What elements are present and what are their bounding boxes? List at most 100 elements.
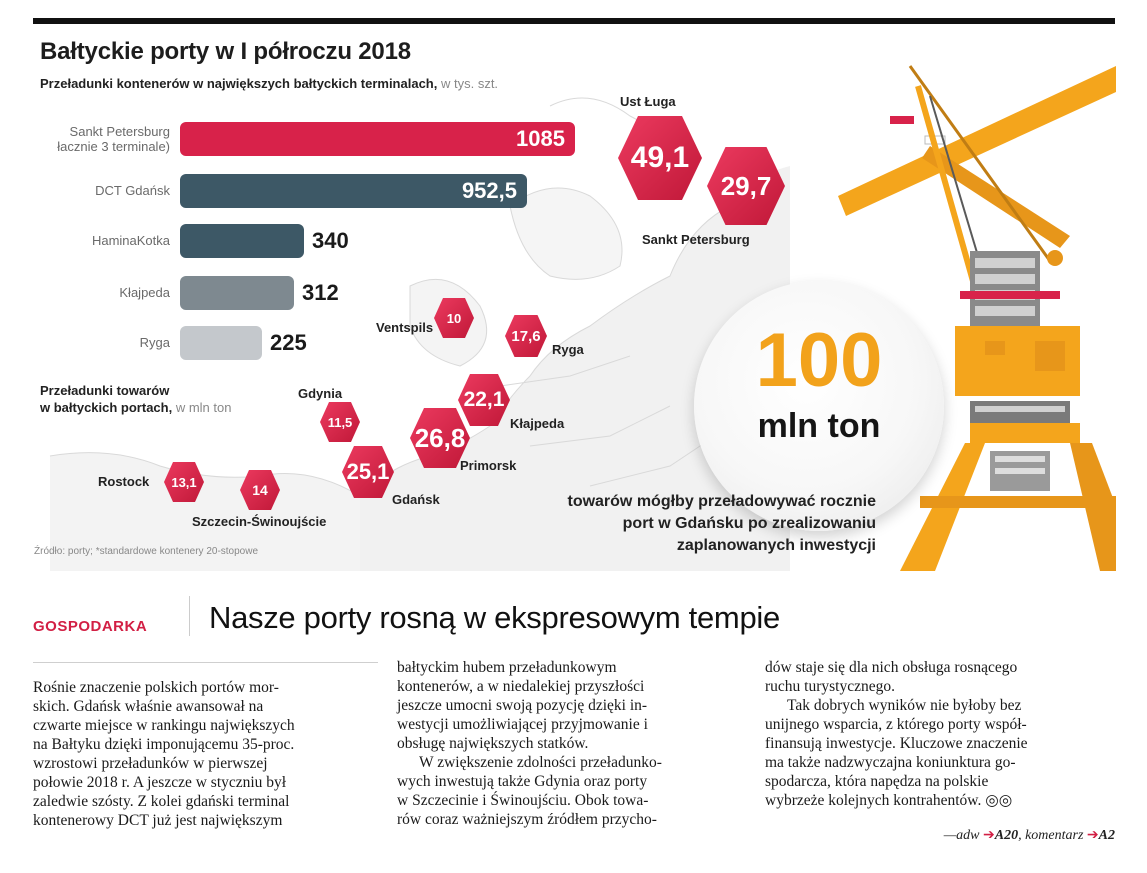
signature-comment: , komentarz: [1018, 828, 1084, 843]
bar-category-label: Sankt Petersburg łacznie 3 terminale): [30, 124, 170, 154]
bar-label-line: Kłajpeda: [119, 285, 170, 300]
bar: [180, 276, 294, 310]
signature-author: —adw: [943, 828, 980, 843]
port-hexagon: 13,1: [162, 460, 206, 504]
infographic-title: Bałtyckie porty w I półroczu 2018: [40, 38, 411, 65]
cargo-section-title: Przeładunki towarów w bałtyckich portach…: [40, 382, 231, 416]
text-line: połowie 2018 r. A jeszcze w styczniu był: [33, 774, 287, 791]
text-line: ma także nadzwyczajna koniunktura go-: [765, 754, 1016, 771]
text-line: na Bałtyku dzięki imponującemu 35-proc.: [33, 736, 295, 753]
port-name: Primorsk: [460, 458, 517, 473]
port-name: Rostock: [98, 474, 150, 489]
hexagon-shape: [707, 147, 785, 225]
bar-category-label: HaminaKotka: [30, 233, 170, 248]
subtitle-unit: w tys. szt.: [440, 76, 499, 91]
source-note: Źródło: porty; *standardowe kontenery 20…: [34, 546, 259, 557]
text-line: wych inwestują także Gdynia oraz porty: [397, 773, 648, 790]
port-value: 29,7: [720, 170, 772, 201]
comment-ref-link[interactable]: A2: [1098, 828, 1115, 843]
column-rule: [33, 662, 378, 663]
bar-label-line: Ryga: [139, 335, 170, 350]
bar: [180, 326, 262, 360]
caption-line: zaplanowanych inwestycji: [676, 537, 876, 554]
text-line: dów staje się dla nich obsługa rosnącego: [765, 659, 1018, 676]
article-column-3: dów staje się dla nich obsługa rosnącego…: [765, 658, 1115, 810]
port-hexagon: 49,1: [616, 114, 704, 202]
text-line: spodarcza, która napędza na polskie: [765, 773, 989, 790]
article-headline: Nasze porty rosną w ekspresowym tempie: [209, 600, 780, 635]
text-line: Rośnie znaczenie polskich portów mor-: [33, 679, 279, 696]
text-line: w Szczecinie i Świnoujściu. Obok towa-: [397, 792, 649, 809]
port-hexagon: 11,5: [318, 400, 362, 444]
port-value: 26,8: [414, 422, 466, 453]
cargo-title-line1: Przeładunki towarów: [40, 383, 170, 398]
caption-line: towarów mógłby przeładowywać rocznie: [567, 493, 876, 510]
hexagon-shape: [410, 408, 470, 468]
text-line: skich. Gdańsk właśnie awansował na: [33, 698, 264, 715]
port-name: Ust Ługa: [620, 94, 676, 109]
highlight-caption: towarów mógłby przeładowywać rocznie por…: [476, 491, 876, 557]
text-line: zaledwie szósty. Z kolei gdański termina…: [33, 793, 290, 810]
port-name: Gdańsk: [392, 492, 440, 507]
port-value: 10: [446, 310, 462, 326]
section-tag[interactable]: GOSPODARKA: [33, 618, 148, 635]
cargo-title-line2: w bałtyckich portach,: [40, 400, 173, 415]
hexagon-shape: [505, 315, 547, 357]
text-line: bałtyckim hubem przeładunkowym: [397, 659, 617, 676]
hexagon-shape: [618, 116, 702, 200]
text-line: czwarte miejsce w rankingu największych: [33, 717, 295, 734]
port-name: Sankt Petersburg: [642, 232, 750, 247]
bar-label-line: HaminaKotka: [91, 233, 170, 248]
port-hexagon: 22,1: [456, 372, 512, 428]
text-line: wybrzeże kolejnych kontrahentów. ◎◎: [765, 792, 1013, 809]
bar-value-label: 312: [302, 280, 339, 305]
arrow-icon: ➔: [1086, 828, 1099, 843]
text-line: obsługę największych statków.: [397, 735, 589, 752]
bar-value-label: 340: [312, 228, 349, 253]
hexagon-shape: [240, 470, 280, 510]
text-line: wzrostowi przeładunków w pierwszej: [33, 755, 268, 772]
text-line: Tak dobrych wyników nie byłoby bez: [787, 697, 1022, 714]
port-value: 17,6: [511, 327, 541, 345]
bar-label-line: Sankt Petersburg: [69, 124, 170, 139]
page-ref-link[interactable]: A20: [994, 828, 1019, 843]
caption-line: port w Gdańsku po zrealizowaniu: [622, 515, 876, 532]
bar-value-label: 1085: [516, 126, 565, 151]
infographic-subtitle: Przeładunki kontenerów w największych ba…: [40, 76, 498, 91]
port-hexagon: 26,8: [408, 406, 472, 470]
port-name: Kłajpeda: [510, 416, 565, 431]
port-hexagon: 14: [238, 468, 282, 512]
port-name: Ventspils: [376, 320, 434, 335]
text-line: rów coraz ważniejszym źródłem przycho-: [397, 811, 657, 828]
highlight-unit: mln ton: [757, 407, 881, 445]
header-divider: [189, 596, 190, 636]
hexagon-shape: [434, 298, 474, 338]
article-column-1: Rośnie znaczenie polskich portów mor- sk…: [33, 678, 378, 830]
bar-label-line: DCT Gdańsk: [95, 183, 170, 198]
port-value: 22,1: [463, 388, 505, 411]
port-name: Ryga: [552, 342, 584, 357]
hexagon-shape: [342, 446, 394, 498]
port-value: 13,1: [171, 474, 197, 490]
arrow-icon: ➔: [983, 828, 995, 843]
bar: [180, 224, 304, 258]
bar: 952,5: [180, 174, 527, 208]
bar-category-label: Kłajpeda: [30, 285, 170, 300]
bar-label-line: łacznie 3 terminale): [57, 139, 170, 154]
infographic: Bałtyckie porty w I półroczu 2018 Przeła…: [30, 26, 1116, 571]
hexagon-shape: [458, 374, 510, 426]
port-hexagon: 10: [432, 296, 476, 340]
hexagon-shape: [320, 402, 360, 442]
bar-category-label: DCT Gdańsk: [30, 183, 170, 198]
port-hexagon: 17,6: [503, 313, 549, 359]
text-line: unijnego wsparcia, z którego porty współ…: [765, 716, 1027, 733]
article-header: GOSPODARKA Nasze porty rosną w ekspresow…: [33, 596, 1115, 640]
port-hexagon: 29,7: [705, 145, 787, 227]
port-value: 25,1: [346, 459, 390, 484]
port-crane-illustration: [838, 65, 1116, 571]
text-line: ruchu turystycznego.: [765, 678, 895, 695]
bar: 1085: [180, 122, 575, 156]
cargo-title-unit: w mln ton: [175, 400, 232, 415]
port-value: 14: [252, 482, 268, 498]
text-line: westycji umożliwiającej przyjmowanie i: [397, 716, 648, 733]
